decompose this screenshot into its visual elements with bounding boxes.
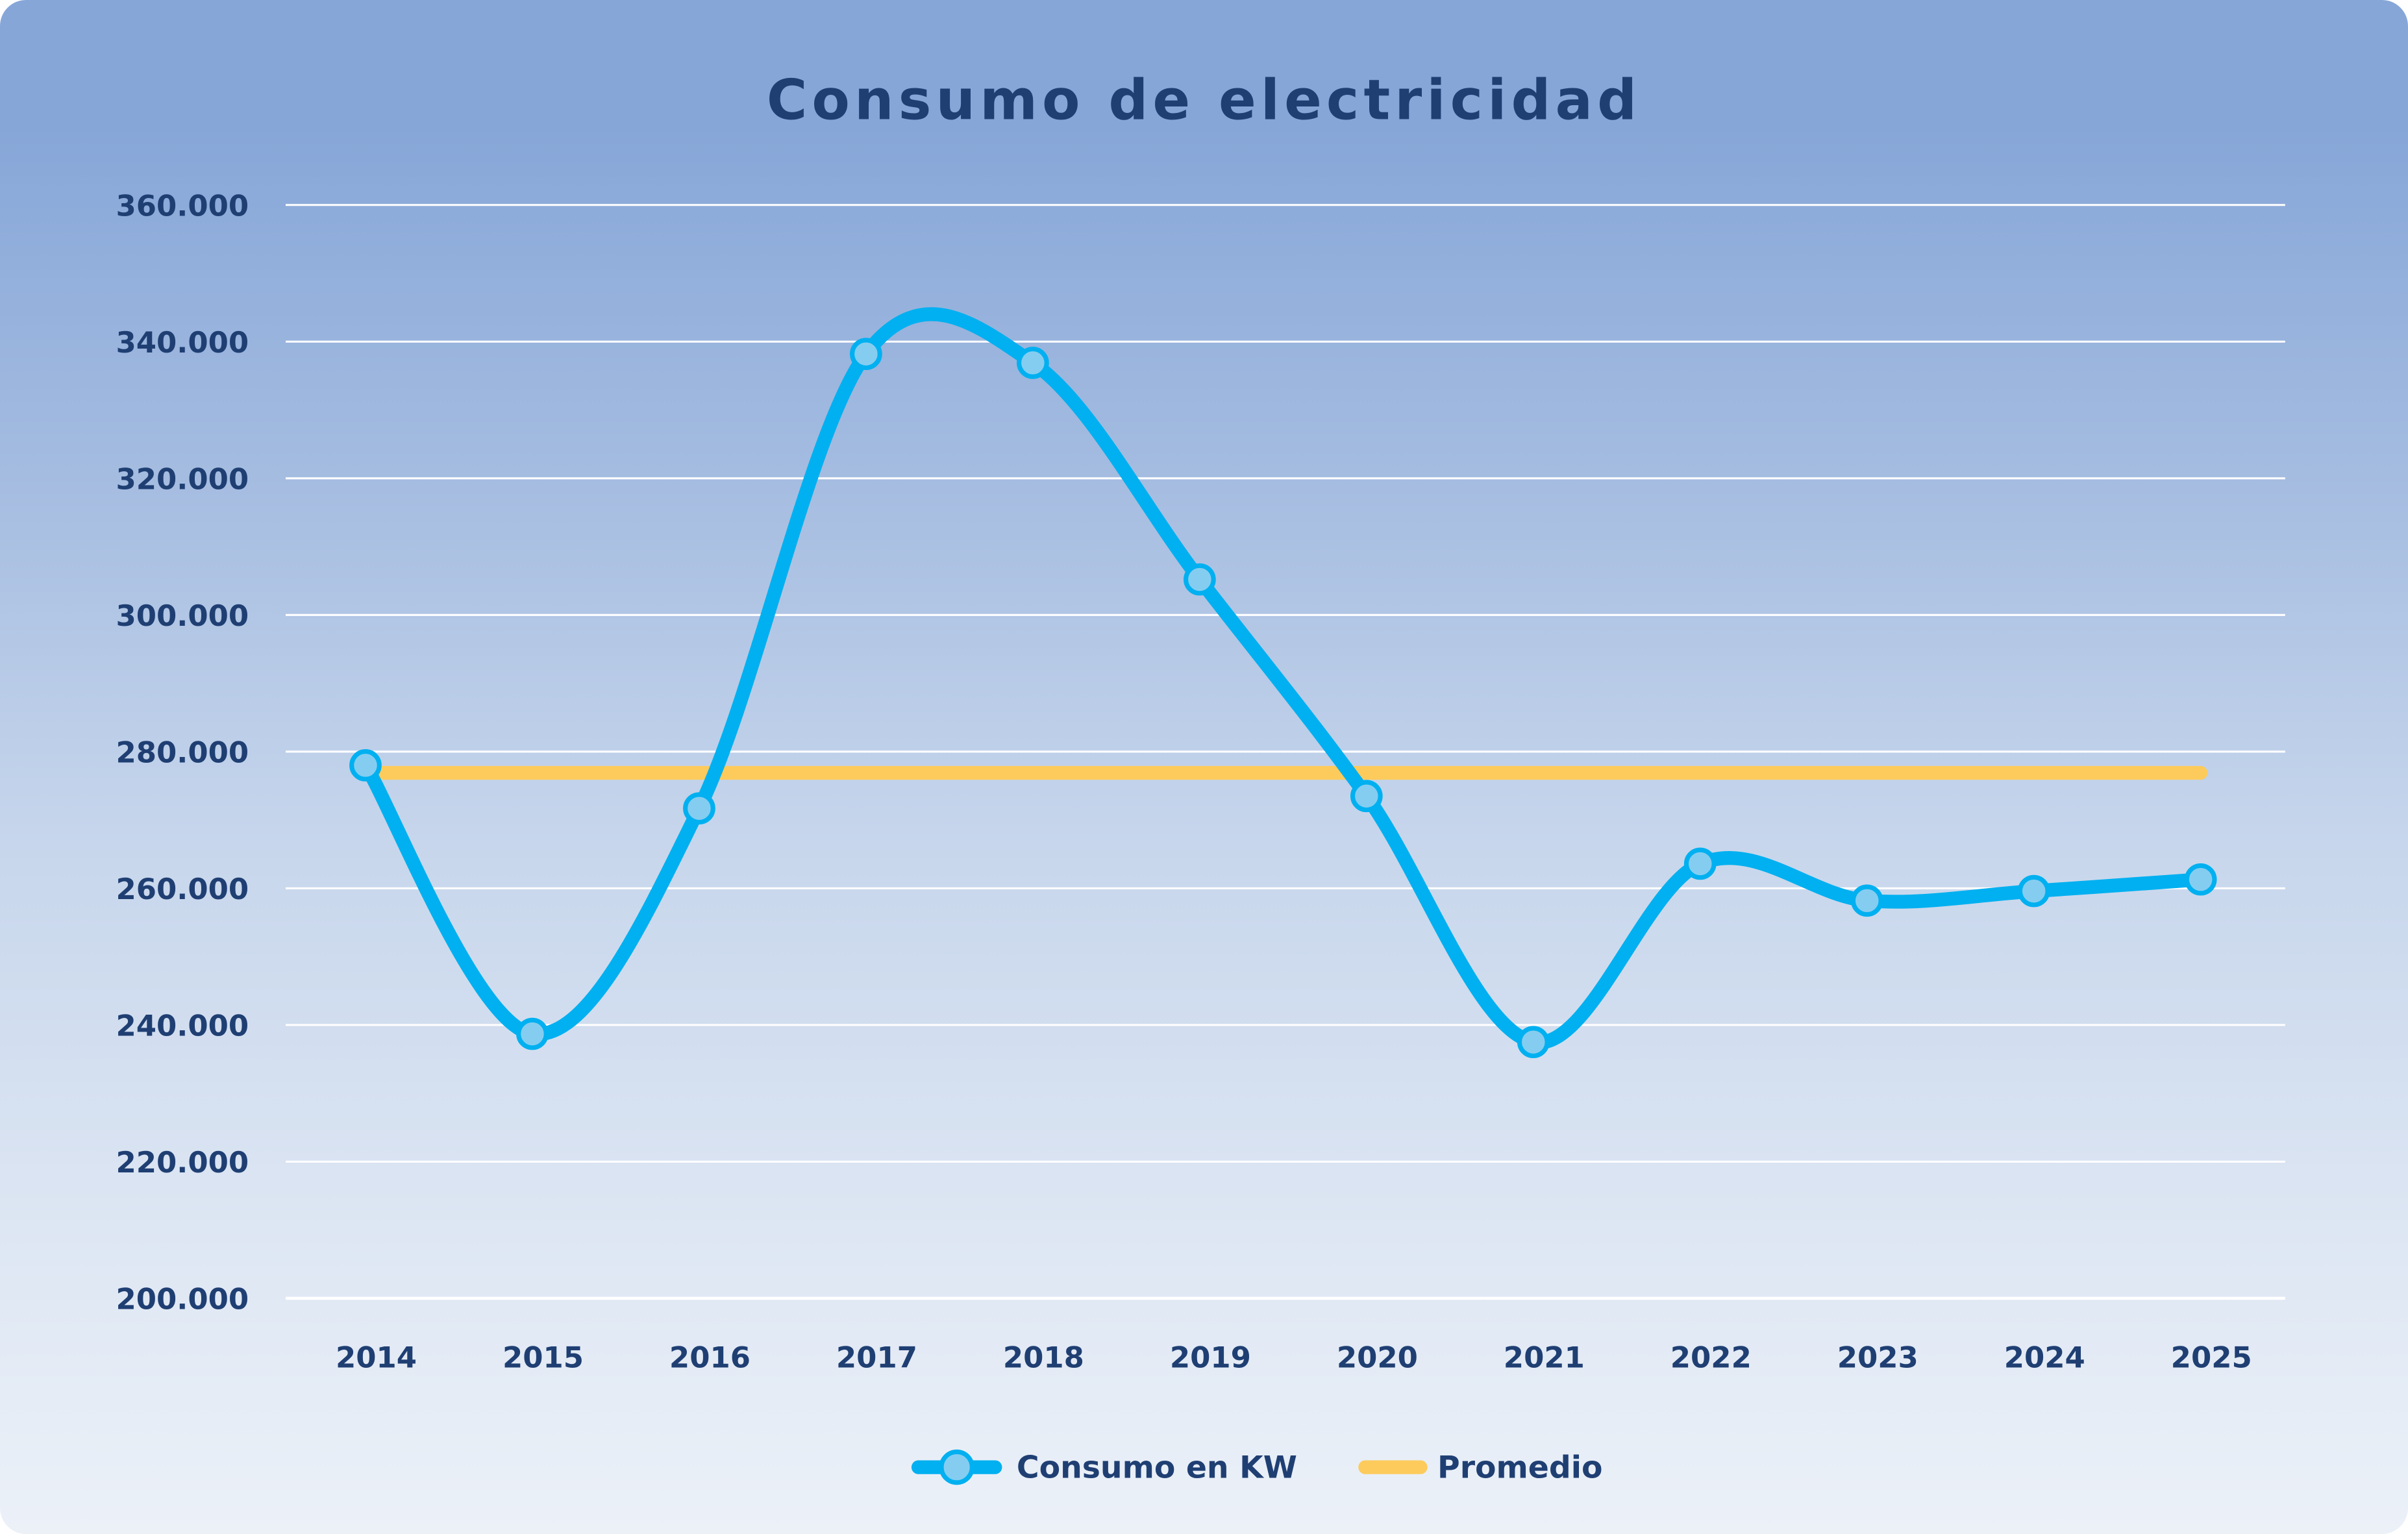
data-point-2016 — [683, 792, 715, 825]
legend-label-promedio: Promedio — [1437, 1450, 1602, 1486]
x-tick-label: 2020 — [1337, 1340, 1418, 1374]
x-tick-label: 2025 — [2171, 1340, 2252, 1374]
data-point-2023 — [1850, 884, 1883, 917]
data-point-2020 — [1350, 780, 1383, 813]
data-point-2018 — [1017, 347, 1049, 379]
data-point-2015 — [516, 1017, 549, 1050]
data-point-2022 — [1683, 847, 1717, 880]
data-point-2014 — [349, 749, 382, 782]
chart-title: Consumo de electricidad — [767, 68, 1641, 132]
y-tick-label: 240.000 — [116, 1008, 249, 1043]
x-tick-label: 2016 — [669, 1340, 751, 1374]
x-tick-label: 2015 — [503, 1340, 584, 1374]
x-tick-label: 2022 — [1670, 1340, 1752, 1374]
y-tick-label: 200.000 — [116, 1281, 249, 1316]
x-tick-label: 2014 — [336, 1340, 417, 1374]
y-tick-label: 320.000 — [116, 462, 249, 496]
legend-label-consumo: Consumo en KW — [1017, 1450, 1297, 1486]
x-tick-label: 2018 — [1003, 1340, 1084, 1374]
y-tick-label: 280.000 — [116, 735, 249, 769]
data-point-2025 — [2184, 863, 2217, 896]
gridlines — [285, 204, 2285, 1300]
y-tick-label: 360.000 — [116, 188, 249, 223]
data-point-2024 — [2017, 874, 2050, 908]
x-tick-label: 2017 — [836, 1340, 917, 1374]
series-layer — [349, 307, 2217, 1059]
y-tick-label: 220.000 — [116, 1145, 249, 1180]
x-tick-label: 2021 — [1504, 1340, 1585, 1374]
x-tick-label: 2024 — [2004, 1340, 2085, 1374]
x-tick-label: 2019 — [1170, 1340, 1251, 1374]
x-axis-ticks: 2014 2015 2016 2017 2018 2019 2020 2021 2022 2023… — [336, 1340, 2252, 1374]
data-point-2017 — [850, 338, 882, 371]
data-point-2021 — [1517, 1026, 1550, 1059]
legend-marker-consumo — [939, 1449, 974, 1485]
y-tick-label: 340.000 — [116, 325, 249, 360]
legend: Consumo en KW Promedio — [911, 1449, 1602, 1486]
data-point-2019 — [1183, 563, 1216, 596]
y-tick-label: 260.000 — [116, 872, 249, 906]
y-tick-label: 300.000 — [116, 599, 249, 633]
y-axis-ticks: 200.000 220.000 240.000 260.000 280.000 300.0… — [116, 188, 249, 1316]
x-tick-label: 2023 — [1837, 1340, 1918, 1374]
series-line-consumo — [358, 307, 2208, 1050]
